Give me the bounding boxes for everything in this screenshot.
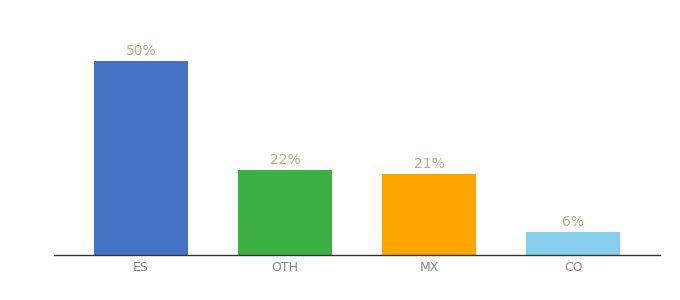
- Bar: [382, 173, 476, 255]
- Bar: [94, 61, 188, 255]
- Text: 21%: 21%: [413, 157, 445, 171]
- Bar: [238, 170, 332, 255]
- Text: 6%: 6%: [562, 215, 584, 229]
- Text: 22%: 22%: [270, 153, 301, 167]
- Bar: [526, 232, 620, 255]
- Text: 50%: 50%: [126, 44, 156, 58]
